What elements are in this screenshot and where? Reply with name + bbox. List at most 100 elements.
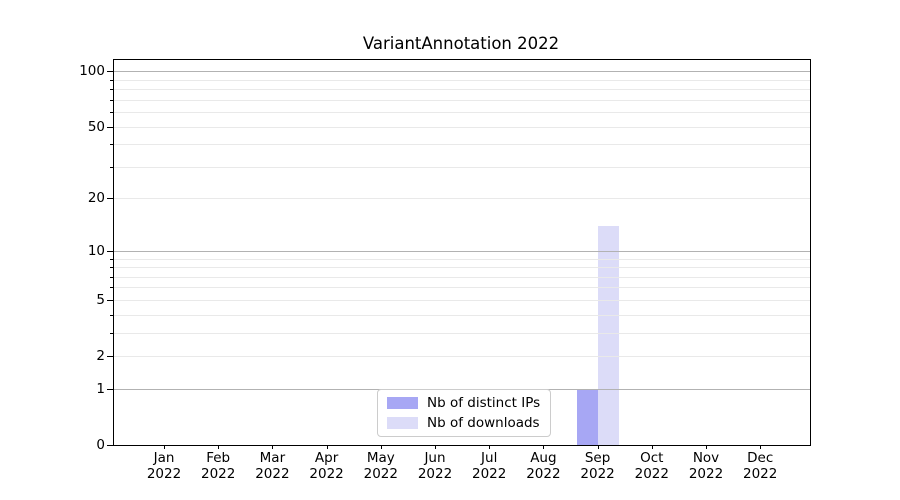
y-tick-label: 10 — [87, 242, 105, 259]
x-tick-month: Dec — [747, 450, 774, 466]
minor-gridline — [114, 99, 810, 101]
y-minor-tick — [110, 166, 113, 168]
y-tick — [107, 71, 113, 73]
major-gridline — [114, 71, 810, 73]
y-tick-label: 0 — [96, 437, 105, 453]
minor-gridline — [114, 198, 810, 200]
x-tick-year: 2022 — [580, 465, 615, 482]
y-minor-tick — [110, 314, 113, 316]
y-tick-label: 2 — [96, 348, 105, 365]
legend-swatch — [387, 417, 418, 429]
minor-gridline — [114, 356, 810, 358]
y-tick — [107, 356, 113, 358]
y-tick-label: 20 — [87, 190, 105, 207]
x-tick — [435, 445, 436, 449]
x-tick-year: 2022 — [634, 465, 669, 482]
x-tick-label: Oct 2022 — [634, 450, 669, 482]
chart-title: VariantAnnotation 2022 — [362, 34, 560, 53]
x-tick-label: May 2022 — [363, 450, 398, 482]
x-tick-month: May — [366, 450, 395, 466]
x-tick — [760, 445, 762, 449]
x-tick-year: 2022 — [743, 465, 778, 482]
x-tick — [380, 445, 382, 449]
minor-gridline — [114, 258, 810, 260]
x-tick-year: 2022 — [201, 465, 236, 482]
x-tick — [489, 445, 491, 449]
legend-row: Nb of downloads — [387, 415, 540, 431]
y-minor-tick — [110, 99, 113, 101]
x-tick-label: Aug 2022 — [526, 450, 561, 482]
y-minor-tick — [110, 144, 113, 146]
x-tick-year: 2022 — [309, 465, 344, 482]
bar-distinct-ips — [576, 388, 598, 445]
minor-gridline — [114, 112, 810, 114]
x-tick-label: Mar 2022 — [255, 450, 289, 482]
y-minor-tick — [110, 276, 113, 278]
bar-layer — [114, 60, 810, 445]
x-tick — [218, 445, 220, 449]
y-tick — [107, 445, 113, 446]
x-tick-month: Jan — [153, 450, 175, 466]
y-minor-tick — [110, 258, 113, 260]
minor-gridline — [114, 267, 810, 269]
minor-gridline — [114, 79, 810, 81]
legend-row: Nb of distinct IPs — [387, 395, 540, 411]
y-tick-label: 100 — [79, 63, 105, 80]
minor-gridline — [114, 126, 810, 128]
x-tick-year: 2022 — [688, 465, 724, 482]
y-tick-label: 50 — [87, 118, 105, 135]
y-tick — [107, 388, 113, 390]
x-tick-label: Sep 2022 — [580, 450, 615, 482]
minor-gridline — [114, 332, 810, 334]
y-minor-tick — [110, 332, 113, 334]
x-tick-month: Nov — [692, 450, 720, 466]
minor-gridline — [114, 287, 810, 289]
x-tick-month: Jun — [424, 450, 446, 466]
tick-layer: 0 1 2 5 10 20 50 100 Jan 2022 Feb 2022 Mar 2022 Apr 202… — [79, 60, 810, 481]
y-minor-tick — [110, 267, 113, 269]
y-minor-tick — [110, 112, 113, 114]
x-tick-label: Jun 2022 — [417, 450, 453, 482]
y-tick — [107, 126, 113, 128]
y-tick — [107, 250, 113, 252]
x-tick-year: 2022 — [417, 465, 453, 482]
x-tick-year: 2022 — [472, 465, 507, 482]
x-tick — [597, 445, 599, 449]
legend-swatch — [387, 397, 418, 409]
y-tick — [107, 299, 113, 301]
minor-gridline — [114, 89, 810, 91]
x-tick-month: Mar — [259, 450, 286, 466]
x-tick-year: 2022 — [363, 465, 398, 482]
x-tick-month: Jul — [481, 450, 498, 466]
minor-gridline — [114, 276, 810, 278]
x-tick-month: Oct — [640, 450, 664, 466]
x-tick-year: 2022 — [146, 465, 182, 482]
legend: Nb of distinct IPs Nb of downloads — [377, 389, 552, 437]
minor-gridline — [114, 299, 810, 301]
x-tick-year: 2022 — [526, 465, 561, 482]
x-tick-label: Nov 2022 — [688, 450, 724, 482]
x-tick-month: Apr — [314, 450, 339, 466]
x-tick-label: Jan 2022 — [146, 450, 182, 482]
plot-area: 0 1 2 5 10 20 50 100 Jan 2022 Feb 2022 Mar 2022 Apr 202… — [79, 59, 811, 481]
x-tick-label: Apr 2022 — [309, 450, 344, 482]
y-minor-tick — [110, 79, 113, 81]
y-tick-label: 1 — [96, 380, 105, 397]
x-tick — [651, 445, 653, 449]
minor-gridline — [114, 166, 810, 168]
y-tick — [107, 198, 113, 200]
x-tick — [706, 445, 707, 449]
major-gridline — [114, 250, 810, 252]
x-tick — [272, 445, 274, 449]
x-tick-label: Dec 2022 — [743, 450, 778, 482]
x-tick — [543, 445, 545, 449]
x-tick-label: Feb 2022 — [201, 450, 236, 482]
x-tick-month: Aug — [530, 450, 557, 466]
y-minor-tick — [110, 89, 113, 91]
bar-downloads — [597, 225, 619, 445]
x-tick-label: Jul 2022 — [472, 450, 507, 482]
minor-gridline — [114, 314, 810, 316]
minor-gridline — [114, 144, 810, 146]
x-tick — [164, 445, 165, 449]
